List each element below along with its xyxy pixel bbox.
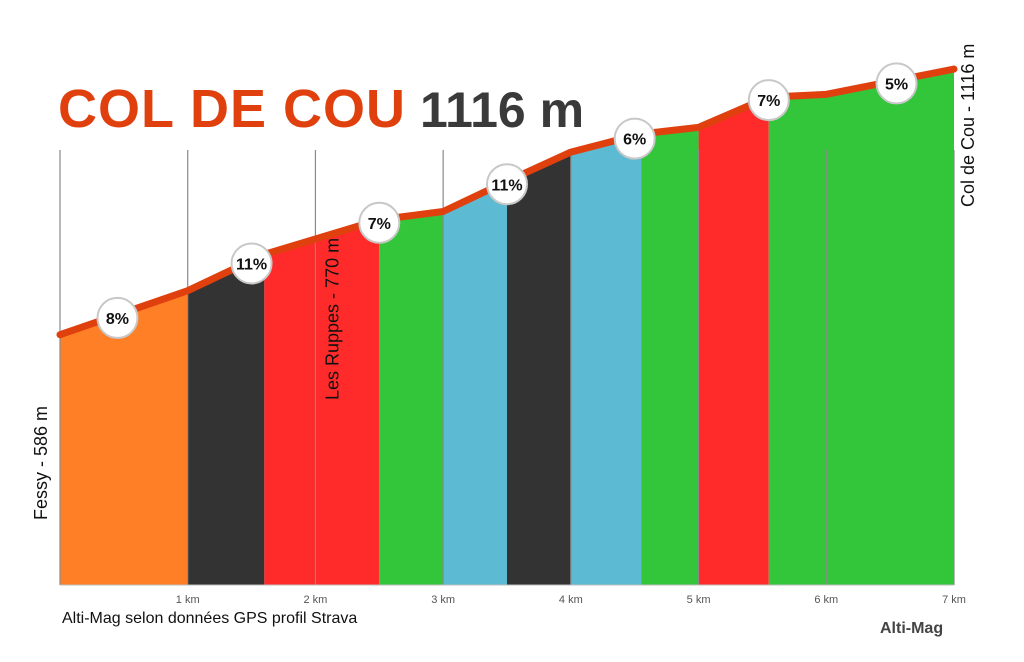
gradient-badge: 11% — [230, 242, 273, 285]
gradient-segment — [641, 127, 699, 585]
gradient-badge-label: 11% — [236, 256, 267, 273]
gradient-badge: 6% — [613, 117, 656, 160]
x-tick-label: 7 km — [942, 594, 966, 606]
gradient-segment — [507, 152, 571, 585]
gradient-segment — [570, 133, 642, 585]
x-tick-label: 3 km — [431, 594, 455, 606]
gradient-badge-label: 7% — [757, 93, 780, 110]
gradient-badge-circle — [358, 201, 401, 244]
gradient-badges: 8% 11% 7% 11% 6% 7% 5% — [96, 62, 918, 339]
km-gridlines — [59, 150, 955, 585]
gradient-badge-label: 5% — [885, 76, 908, 93]
gradient-segment — [698, 97, 769, 585]
gradient-badge: 11% — [486, 163, 528, 206]
gradient-badge-circle — [96, 296, 139, 339]
x-tick-label: 5 km — [687, 594, 711, 606]
data-source-credit: Alti-Mag selon données GPS profil Strava — [62, 610, 358, 627]
gradient-badge: 5% — [875, 62, 918, 105]
gradient-segment — [264, 219, 380, 585]
gradient-badge: 8% — [96, 296, 139, 339]
climb-name: COL DE COU — [58, 79, 407, 139]
gradient-segment — [187, 254, 265, 585]
gradient-badge-circle — [486, 163, 528, 206]
gradient-badge-circle — [613, 117, 656, 160]
page-title: COL DE COU 1116 m — [58, 78, 584, 140]
gradient-segment — [379, 211, 444, 585]
x-tick-label: 1 km — [176, 594, 200, 606]
gradient-badge-label: 7% — [368, 216, 391, 233]
gradient-badge-circle — [230, 242, 273, 285]
x-tick-label: 2 km — [304, 594, 328, 606]
gradient-segment-fills — [60, 69, 954, 586]
waypoint-label: Les Ruppes - 770 m — [322, 238, 342, 400]
gradient-badge: 7% — [358, 201, 401, 244]
gradient-badge-circle — [875, 62, 918, 105]
waypoint-label: Fessy - 586 m — [31, 406, 51, 520]
x-tick-label: 6 km — [814, 594, 838, 606]
waypoint-label: Col de Cou - 1116 m — [958, 44, 978, 207]
climb-altitude: 1116 m — [420, 82, 585, 138]
gradient-badge: 7% — [747, 79, 790, 122]
brand-logo: Alti-Mag — [880, 620, 944, 637]
gradient-badge-circle — [747, 79, 790, 122]
x-tick-label: 4 km — [559, 594, 583, 606]
gradient-segment — [443, 181, 507, 585]
gradient-segment — [60, 290, 188, 585]
gradient-badge-label: 8% — [106, 311, 129, 328]
gradient-badge-label: 6% — [623, 132, 646, 149]
gradient-badge-label: 11% — [491, 177, 522, 194]
waypoint-labels: Fessy - 586 m Les Ruppes - 770 m Col de Co… — [31, 44, 978, 520]
x-axis-ticks: 1 km 2 km 3 km 4 km 5 km 6 km 7 km — [60, 584, 966, 606]
gradient-segment — [768, 69, 954, 586]
